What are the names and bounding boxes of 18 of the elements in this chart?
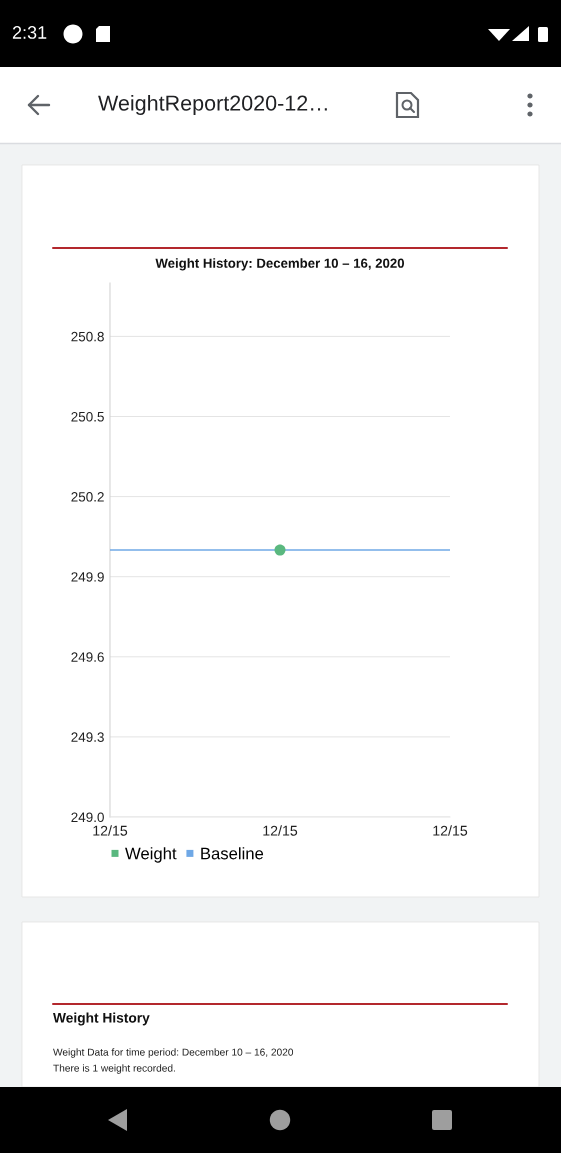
- x-tick-label: 12/15: [263, 825, 298, 836]
- x-tick-label: 12/15: [433, 825, 468, 836]
- chart-title: Weight History: December 10 – 16, 2020: [155, 258, 405, 271]
- y-tick-label: 249.3: [71, 732, 104, 742]
- text: Weight Data for time period: December 10 – 16, 2020: [53, 1048, 294, 1058]
- y-tick-label: 249.0: [71, 812, 104, 823]
- y-tick-label: 249.9: [71, 572, 104, 582]
- text: There is 1 weight recorded.: [53, 1064, 175, 1074]
- text: WeightReport2020-12…: [98, 94, 327, 116]
- legend-label: Weight: [125, 847, 177, 863]
- x-tick-label: 12/15: [93, 825, 128, 836]
- y-tick-label: 249.6: [71, 652, 104, 662]
- text: 2:31: [12, 26, 47, 39]
- y-tick-label: 250.2: [71, 492, 104, 502]
- legend-label: Baseline: [201, 847, 264, 860]
- y-tick-label: 250.8: [71, 331, 104, 342]
- y-tick-label: 250.5: [71, 411, 104, 422]
- text: Weight History: [53, 1012, 150, 1026]
